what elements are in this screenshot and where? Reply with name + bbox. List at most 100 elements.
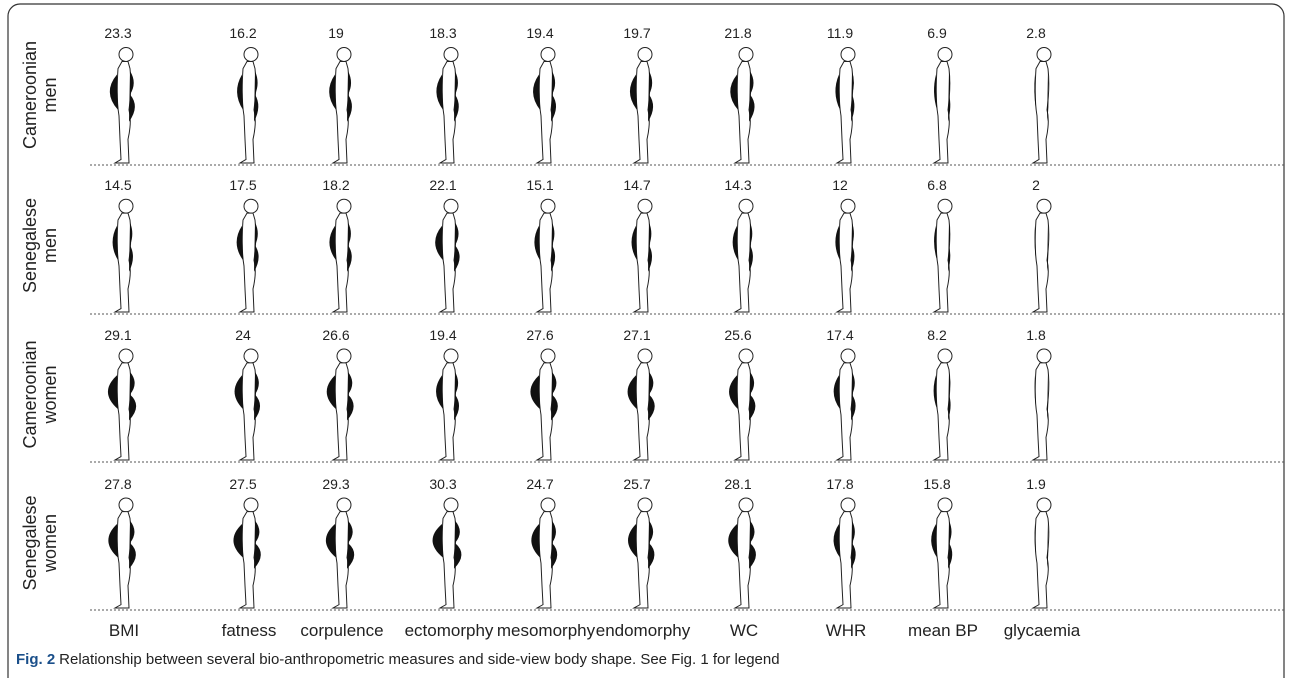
- belly: [730, 74, 738, 110]
- belly: [728, 524, 738, 558]
- body-outline: [733, 61, 752, 164]
- back: [1047, 520, 1049, 569]
- back: [129, 371, 137, 421]
- value-label: 6.8: [927, 177, 947, 193]
- silhouette: [932, 348, 953, 461]
- head: [937, 348, 953, 364]
- belly: [109, 74, 118, 110]
- back: [347, 222, 352, 272]
- value-label: 27.5: [229, 476, 256, 492]
- back: [749, 371, 756, 421]
- belly: [934, 225, 937, 261]
- back: [254, 371, 261, 421]
- head: [637, 198, 653, 214]
- head: [443, 46, 459, 62]
- silhouette: [435, 198, 460, 313]
- body-outline: [113, 212, 132, 313]
- body-outline: [438, 212, 457, 313]
- silhouette: [629, 46, 654, 164]
- back: [1047, 70, 1049, 122]
- head: [1036, 46, 1052, 62]
- value-label: 29.1: [104, 327, 131, 343]
- belly: [729, 375, 738, 410]
- belly: [432, 524, 443, 558]
- belly: [631, 225, 637, 261]
- head: [637, 497, 653, 513]
- silhouette: [432, 497, 462, 609]
- back: [254, 222, 259, 272]
- body-outline: [113, 511, 132, 609]
- body-outline: [1031, 212, 1050, 313]
- row-label: Cameroonian men: [20, 41, 60, 149]
- silhouette: [932, 46, 953, 164]
- back: [948, 222, 951, 272]
- value-label: 1.8: [1026, 327, 1046, 343]
- row-label: Senegalese men: [20, 198, 60, 293]
- value-label: 27.6: [526, 327, 553, 343]
- value-label: 14.3: [724, 177, 751, 193]
- silhouette: [109, 46, 135, 164]
- row-label-line: Senegalese: [20, 198, 40, 293]
- silhouette: [833, 348, 856, 461]
- back: [254, 520, 261, 569]
- body-outline: [1031, 511, 1050, 609]
- back: [551, 520, 558, 569]
- column-label: WC: [730, 621, 758, 640]
- value-label: 19.4: [526, 25, 553, 41]
- head: [937, 198, 953, 214]
- silhouette: [533, 46, 557, 164]
- value-label: 26.6: [322, 327, 349, 343]
- back: [648, 222, 653, 272]
- belly: [108, 524, 118, 558]
- silhouette: [730, 46, 755, 164]
- row-label-line: Cameroonian: [20, 41, 40, 149]
- value-label: 18.3: [429, 25, 456, 41]
- head: [840, 198, 856, 214]
- value-label: 6.9: [927, 25, 947, 41]
- body-outline: [1031, 61, 1050, 164]
- column-label: mean BP: [908, 621, 978, 640]
- value-label: 17.4: [826, 327, 853, 343]
- back: [454, 70, 459, 122]
- back: [648, 70, 654, 122]
- head: [540, 497, 556, 513]
- back: [1047, 222, 1049, 272]
- column-label: corpulence: [300, 621, 383, 640]
- silhouette: [833, 497, 856, 609]
- head: [336, 198, 352, 214]
- back: [851, 222, 855, 272]
- back: [454, 520, 462, 569]
- body-outline: [113, 61, 132, 164]
- head: [336, 46, 352, 62]
- body-outline: [535, 362, 554, 461]
- head: [738, 348, 754, 364]
- row-label-line: Senegalese: [20, 495, 40, 590]
- head: [243, 348, 259, 364]
- body-outline: [835, 61, 854, 164]
- value-label: 21.8: [724, 25, 751, 41]
- body-outline: [331, 362, 350, 461]
- belly: [534, 225, 540, 261]
- row-label-line: Cameroonian: [20, 340, 40, 448]
- belly: [833, 524, 840, 558]
- body-outline: [835, 511, 854, 609]
- head: [336, 497, 352, 513]
- body-outline: [835, 212, 854, 313]
- row-label-line: women: [40, 514, 60, 573]
- body-outline: [632, 362, 651, 461]
- back: [454, 371, 460, 421]
- head: [243, 497, 259, 513]
- body-outline: [632, 61, 651, 164]
- value-label: 19: [328, 25, 344, 41]
- belly: [436, 74, 443, 110]
- body-outline: [733, 362, 752, 461]
- value-label: 30.3: [429, 476, 456, 492]
- silhouette: [628, 497, 655, 609]
- silhouette: [436, 348, 460, 461]
- silhouette: [329, 198, 352, 313]
- back: [851, 371, 856, 421]
- value-label: 11.9: [827, 25, 853, 41]
- silhouette: [531, 497, 558, 609]
- head: [840, 46, 856, 62]
